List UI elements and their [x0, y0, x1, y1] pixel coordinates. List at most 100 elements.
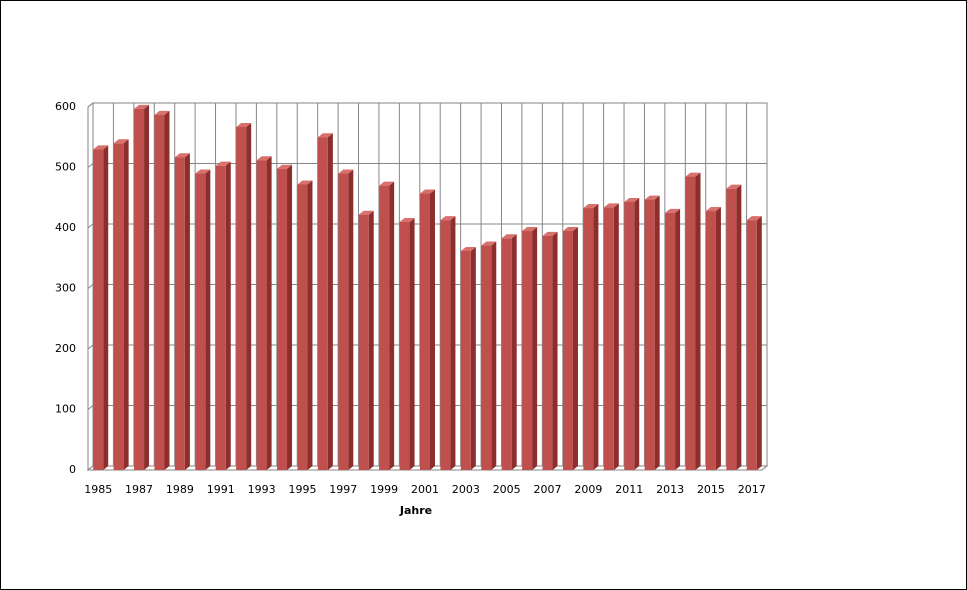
bar-top — [338, 169, 354, 174]
bar-top — [562, 227, 578, 232]
bar-front — [215, 165, 226, 470]
bar-top — [236, 122, 252, 127]
bar-side — [205, 169, 211, 471]
x-tick-label: 1987 — [125, 483, 153, 496]
bar — [134, 104, 150, 470]
x-tick-label: 2017 — [738, 483, 766, 496]
bar-top — [134, 104, 150, 109]
bar-front — [420, 193, 430, 470]
bar — [358, 210, 374, 470]
bar-top — [358, 210, 374, 215]
bar — [256, 156, 272, 471]
bar-side — [327, 133, 333, 470]
y-tick-label: 500 — [55, 161, 76, 174]
x-tick-label: 1989 — [166, 483, 194, 496]
bar-top — [522, 227, 538, 232]
bar — [542, 231, 558, 470]
bar-side — [654, 195, 660, 470]
bar-top — [583, 204, 599, 209]
x-tick-label: 2001 — [411, 483, 439, 496]
bar-side — [144, 104, 150, 470]
bar — [174, 153, 190, 470]
bar-side — [470, 246, 476, 470]
bar-front — [583, 208, 594, 470]
bar-side — [511, 234, 517, 470]
bar-side — [552, 231, 558, 470]
x-axis-title: Jahre — [399, 504, 432, 517]
bar-top — [501, 234, 517, 239]
x-tick-label: 1995 — [288, 483, 316, 496]
bar-front — [93, 149, 104, 470]
bar-side — [491, 241, 497, 470]
bar-top — [399, 217, 415, 222]
bar-front — [256, 160, 267, 471]
bar-top — [542, 231, 558, 236]
bar-side — [450, 216, 456, 470]
bar-front — [317, 137, 328, 470]
bar-side — [348, 169, 354, 471]
bar-side — [572, 227, 578, 470]
bar-top — [644, 195, 660, 200]
bar — [93, 145, 109, 470]
bar-front — [481, 245, 492, 470]
bar-side — [593, 204, 599, 470]
bar-side — [368, 210, 374, 470]
bar — [746, 216, 762, 470]
bar-side — [675, 208, 681, 470]
bar — [113, 139, 129, 471]
bar-top — [624, 197, 640, 202]
bar — [215, 161, 231, 470]
bar-top — [685, 172, 701, 177]
y-tick-label: 400 — [55, 221, 76, 234]
bar-top — [93, 145, 109, 150]
bar-front — [624, 201, 635, 471]
bar-top — [154, 110, 170, 115]
bar-front — [665, 212, 676, 470]
x-tick-label: 2005 — [493, 483, 521, 496]
bar-side — [184, 153, 190, 470]
y-tick-label: 300 — [55, 282, 76, 295]
bar-front — [542, 235, 553, 470]
x-tick-label: 2009 — [574, 483, 602, 496]
bar — [420, 189, 435, 470]
bar-side — [756, 216, 762, 470]
bar — [603, 203, 619, 470]
x-tick-label: 2007 — [534, 483, 562, 496]
bar-side — [532, 227, 538, 470]
bar — [522, 227, 538, 470]
bar-front — [644, 199, 655, 470]
bar-top — [420, 189, 435, 194]
x-tick-label: 1991 — [207, 483, 235, 496]
bar-side — [123, 139, 129, 471]
bar — [317, 133, 333, 470]
bar — [195, 169, 211, 471]
bar-front — [603, 207, 614, 470]
bar — [399, 217, 415, 470]
bar-front — [195, 173, 206, 471]
bar-front — [460, 250, 471, 470]
bar-front — [705, 211, 716, 470]
bar-side — [246, 122, 252, 470]
bar-front — [746, 220, 757, 470]
y-tick-label: 600 — [55, 100, 76, 113]
bar-front — [379, 185, 390, 470]
bar — [501, 234, 517, 470]
bar-top — [195, 169, 211, 174]
bar-side — [409, 217, 415, 470]
x-tick-label: 1985 — [84, 483, 112, 496]
bar-top — [440, 216, 456, 221]
bar-top — [277, 164, 293, 169]
bar-top — [746, 216, 762, 221]
bar-front — [174, 157, 185, 470]
bar-front — [236, 126, 247, 470]
bar-side — [430, 189, 435, 470]
x-tick-label: 1999 — [370, 483, 398, 496]
bar-side — [389, 181, 395, 470]
bar-top — [481, 241, 497, 246]
bar-top — [705, 207, 721, 212]
bar-front — [113, 143, 124, 471]
bar-front — [358, 214, 369, 470]
bar — [624, 197, 640, 471]
bar-top — [379, 181, 395, 186]
y-tick-label: 0 — [69, 463, 76, 476]
